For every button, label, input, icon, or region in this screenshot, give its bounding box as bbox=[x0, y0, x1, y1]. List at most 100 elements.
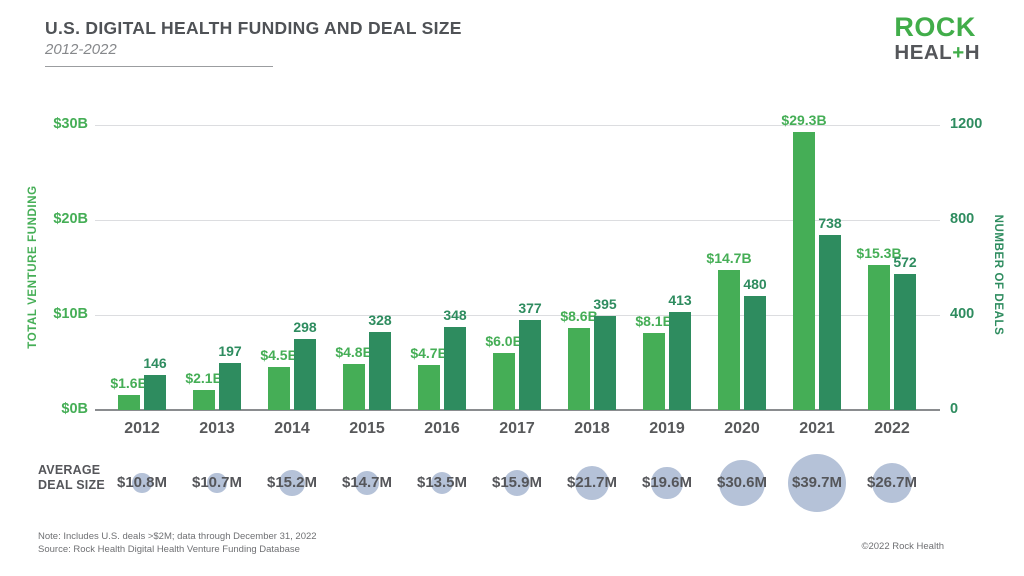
logo-heal-text: HEAL bbox=[894, 41, 953, 64]
funding-bar bbox=[868, 264, 890, 410]
funding-bar-label: $4.8B bbox=[335, 344, 373, 361]
year-label: 2013 bbox=[199, 420, 235, 437]
deal-size-bubble bbox=[354, 470, 380, 496]
funding-bar-label: $2.1B bbox=[185, 370, 223, 387]
funding-bar-label: $15.3B bbox=[856, 244, 902, 261]
deal-size-bubble bbox=[430, 471, 454, 495]
deal-size-value: $19.6M bbox=[641, 474, 693, 491]
deals-bar bbox=[219, 363, 241, 410]
year-label: 2017 bbox=[499, 420, 535, 437]
funding-bar bbox=[418, 365, 440, 410]
deals-bar-label: 348 bbox=[443, 307, 467, 324]
page-subtitle: 2012-2022 bbox=[45, 41, 117, 58]
deals-bar-label: 298 bbox=[293, 319, 317, 336]
deals-bar bbox=[819, 234, 841, 410]
deal-size-value: $10.7M bbox=[191, 474, 243, 491]
deal-size-bubble bbox=[788, 454, 846, 512]
deals-bar bbox=[519, 320, 541, 410]
funding-bar-label: $14.7B bbox=[706, 250, 752, 267]
funding-bar bbox=[193, 390, 215, 410]
deal-size-bubble bbox=[719, 460, 765, 506]
deal-size-bubble bbox=[651, 467, 683, 499]
funding-bar bbox=[718, 270, 740, 410]
gridline bbox=[95, 219, 940, 221]
right-axis-tick-label: 400 bbox=[950, 306, 975, 322]
funding-bar-label: $8.1B bbox=[635, 313, 673, 330]
left-axis-tick-label: $10B bbox=[53, 306, 88, 322]
funding-bar-label: $4.5B bbox=[260, 347, 298, 364]
deals-bar bbox=[894, 274, 916, 410]
deal-size-bubble bbox=[871, 462, 913, 504]
year-label: 2016 bbox=[424, 420, 460, 437]
deals-bar-label: 572 bbox=[893, 254, 917, 271]
year-label: 2014 bbox=[274, 420, 310, 437]
deals-bar-label: 328 bbox=[368, 312, 392, 329]
funding-bar bbox=[793, 131, 815, 410]
footnote: Note: Includes U.S. deals >$2M; data thr… bbox=[38, 530, 317, 556]
funding-bar bbox=[643, 333, 665, 410]
footnote-source: Source: Rock Health Digital Health Ventu… bbox=[38, 544, 300, 555]
logo-h-text: H bbox=[964, 41, 980, 64]
deals-bar-label: 480 bbox=[743, 276, 767, 292]
average-deal-size-label: AVERAGE DEAL SIZE bbox=[38, 463, 105, 493]
x-axis-baseline bbox=[95, 409, 940, 411]
deals-bar-label: 146 bbox=[143, 355, 167, 372]
funding-bar bbox=[568, 328, 590, 410]
gridline bbox=[95, 124, 940, 126]
deal-size-bubble bbox=[132, 473, 152, 493]
page-title: U.S. DIGITAL HEALTH FUNDING AND DEAL SIZ… bbox=[45, 18, 462, 38]
year-label: 2018 bbox=[574, 420, 610, 437]
gridline bbox=[95, 314, 940, 316]
left-axis-tick-label: $0B bbox=[61, 401, 88, 417]
deal-size-value: $10.8M bbox=[116, 474, 168, 491]
right-axis-tick-label: 800 bbox=[950, 211, 975, 227]
right-axis-tick-label: 1200 bbox=[950, 116, 983, 132]
deal-size-value: $26.7M bbox=[866, 474, 918, 491]
copyright: ©2022 Rock Health bbox=[861, 541, 944, 552]
left-axis-tick-label: $20B bbox=[53, 211, 88, 227]
deals-bar bbox=[594, 316, 616, 410]
deal-size-bubble bbox=[207, 473, 227, 493]
left-axis-tick-label: $30B bbox=[53, 116, 88, 132]
average-deal-size-label-line2: DEAL SIZE bbox=[38, 478, 105, 492]
deal-size-bubble bbox=[575, 466, 609, 500]
deals-bar-label: 197 bbox=[218, 343, 242, 360]
logo-rock-text: ROCK bbox=[894, 12, 976, 42]
deal-size-value: $21.7M bbox=[566, 474, 618, 491]
right-axis-tick-label: 0 bbox=[950, 401, 959, 417]
year-label: 2019 bbox=[649, 420, 685, 437]
funding-bar bbox=[343, 364, 365, 410]
funding-bar bbox=[268, 367, 290, 410]
deal-size-bubble bbox=[279, 470, 305, 496]
deals-bar-label: 377 bbox=[518, 300, 542, 317]
logo-plus-icon: + bbox=[952, 41, 965, 64]
deal-size-value: $15.9M bbox=[491, 474, 543, 491]
deals-bar bbox=[369, 332, 391, 410]
deals-bar-label: 395 bbox=[593, 296, 617, 313]
rock-health-logo: ROCK HEAL+H bbox=[894, 14, 980, 64]
title-underline bbox=[45, 66, 273, 67]
funding-bar-label: $29.3B bbox=[781, 111, 827, 128]
deal-size-value: $14.7M bbox=[341, 474, 393, 491]
footnote-note: Note: Includes U.S. deals >$2M; data thr… bbox=[38, 531, 317, 542]
deals-bar bbox=[669, 311, 691, 410]
deal-size-value: $30.6M bbox=[716, 474, 768, 491]
funding-bar-label: $6.0B bbox=[485, 333, 523, 349]
funding-bar-label: $1.6B bbox=[110, 374, 148, 391]
deals-bar bbox=[744, 296, 766, 410]
deal-size-value: $13.5M bbox=[416, 474, 468, 491]
year-label: 2021 bbox=[799, 420, 835, 437]
funding-bar bbox=[493, 353, 515, 410]
deals-bar bbox=[144, 375, 166, 410]
funding-bar-label: $8.6B bbox=[560, 308, 598, 325]
year-label: 2020 bbox=[724, 420, 760, 437]
deals-bar bbox=[294, 339, 316, 410]
year-label: 2012 bbox=[124, 420, 160, 437]
average-deal-size-label-line1: AVERAGE bbox=[38, 463, 101, 477]
year-label: 2015 bbox=[349, 420, 385, 437]
deals-bar-label: 738 bbox=[818, 214, 842, 231]
funding-bar bbox=[118, 394, 140, 410]
logo-health-text: HEAL+H bbox=[894, 41, 980, 64]
